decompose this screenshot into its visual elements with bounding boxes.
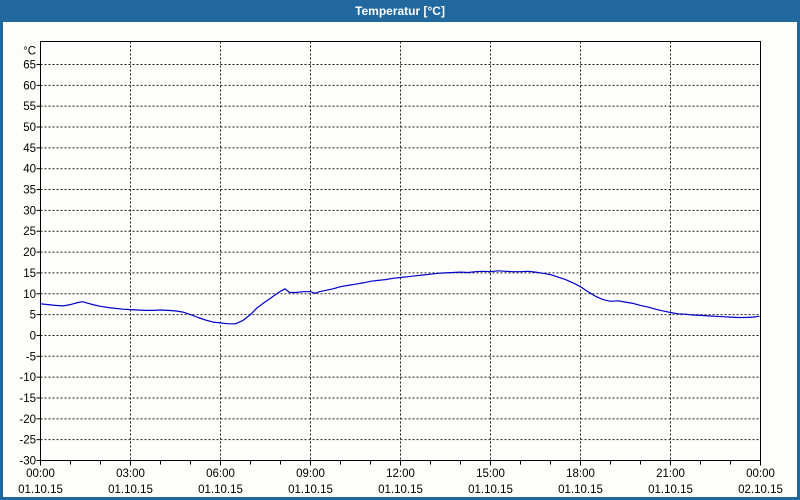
x-tick-time-label: 21:00 bbox=[656, 468, 685, 480]
y-tick-label: 15 bbox=[23, 268, 36, 280]
temperature-chart: -30 -25 -20 -15 -10 -5 0 5 10 15 20 25 30 35 40 45 50 55 6… bbox=[18, 41, 783, 496]
y-tick-label: -5 bbox=[26, 351, 36, 363]
y-tick-label: -20 bbox=[19, 414, 36, 426]
x-tick-time-label: 00:00 bbox=[26, 468, 55, 480]
x-tick-time-label: 03:00 bbox=[116, 468, 145, 480]
y-tick-label: 35 bbox=[23, 185, 36, 197]
x-tick-date-label: 01.10.15 bbox=[198, 484, 243, 496]
y-tick-label: 25 bbox=[23, 226, 36, 238]
x-tick-date-label: 01.10.15 bbox=[558, 484, 603, 496]
y-tick-label: 5 bbox=[30, 310, 36, 322]
x-tick-date-label: 02.10.15 bbox=[738, 484, 783, 496]
temperature-series-line bbox=[39, 270, 760, 325]
x-tick-time-label: 15:00 bbox=[476, 468, 505, 480]
window-title: Temperatur [°C] bbox=[355, 4, 445, 18]
y-tick-label: 0 bbox=[30, 330, 36, 342]
y-tick-label: -30 bbox=[19, 456, 36, 468]
x-tick-time-label: 18:00 bbox=[566, 468, 595, 480]
x-tick-date-label: 01.10.15 bbox=[468, 484, 513, 496]
y-tick-label: 40 bbox=[23, 164, 36, 176]
title-bar[interactable]: Temperatur [°C] bbox=[0, 0, 800, 22]
x-tick-date-label: 01.10.15 bbox=[288, 484, 333, 496]
y-tick-label: -25 bbox=[19, 435, 36, 447]
x-tick-time-label: 00:00 bbox=[746, 468, 775, 480]
x-tick-date-label: 01.10.15 bbox=[648, 484, 693, 496]
y-tick-label: 55 bbox=[23, 101, 36, 113]
x-tick-time-label: 12:00 bbox=[386, 468, 415, 480]
x-tick-date-label: 01.10.15 bbox=[18, 484, 63, 496]
y-tick-label: -15 bbox=[19, 393, 36, 405]
y-tick-label: 65 bbox=[23, 60, 36, 72]
y-tick-label: -10 bbox=[19, 372, 36, 384]
y-tick-label: 10 bbox=[23, 289, 36, 301]
y-tick-label: 50 bbox=[23, 122, 36, 134]
y-tick-label: 30 bbox=[23, 205, 36, 217]
x-tick-time-label: 09:00 bbox=[296, 468, 325, 480]
chart-canvas: -30 -25 -20 -15 -10 -5 0 5 10 15 20 25 30 35 40 45 50 55 6… bbox=[3, 22, 797, 497]
x-tick-time-label: 06:00 bbox=[206, 468, 235, 480]
y-tick-label: 60 bbox=[23, 80, 36, 92]
y-tick-label: 20 bbox=[23, 247, 36, 259]
y-axis-unit-label: °C bbox=[23, 46, 36, 58]
x-tick-date-label: 01.10.15 bbox=[378, 484, 423, 496]
y-tick-label: 45 bbox=[23, 143, 36, 155]
x-tick-date-label: 01.10.15 bbox=[108, 484, 153, 496]
